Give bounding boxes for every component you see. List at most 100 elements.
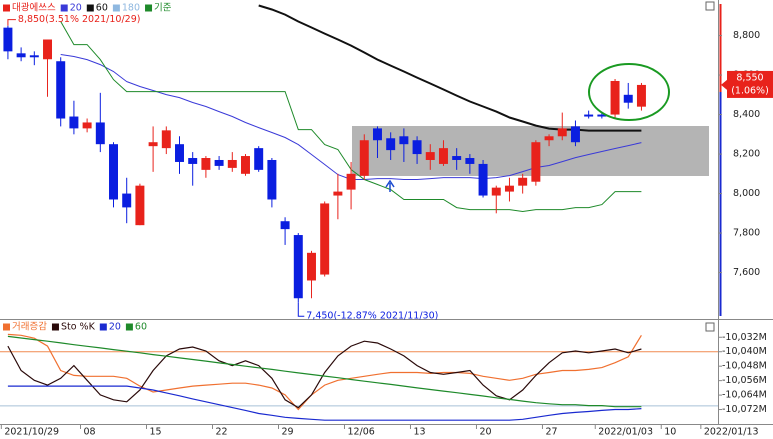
candle-body [623, 94, 633, 103]
legend-label: 기준 [154, 3, 172, 14]
candle-body [16, 53, 26, 58]
x-tick-label: 13 [413, 427, 425, 438]
candle-body [109, 144, 118, 200]
candle-body [478, 163, 488, 196]
annotation: 7,450(-12.87% 2021/11/30) [306, 311, 438, 322]
y-tick-label: 8,200 [733, 149, 760, 160]
y-tick-label: 8,800 [733, 30, 760, 41]
legend-swatch [86, 4, 94, 12]
signal-arrow [385, 179, 395, 192]
legend-label: 60 [135, 322, 147, 333]
legend-swatch [3, 323, 10, 331]
y-tick-label: -10,048M [722, 361, 767, 372]
last-price-label: 8,550 [736, 72, 763, 83]
legend-label: 180 [122, 3, 140, 14]
last-price-arrow [721, 79, 727, 90]
annotation-leader [7, 19, 16, 26]
candle-body [293, 235, 303, 299]
candle-body [491, 187, 501, 196]
candle-body [227, 159, 237, 168]
candle-body [518, 177, 528, 186]
candle-body [280, 221, 290, 230]
legend-swatch [125, 323, 133, 331]
legend-swatch [51, 323, 59, 331]
legend-swatch [3, 4, 10, 12]
highlight-ellipse [588, 63, 670, 121]
y-tick-label: -10,056M [722, 375, 767, 386]
last-price-box [727, 70, 773, 98]
x-tick-label: 22 [215, 427, 227, 438]
x-tick-label: 15 [150, 427, 162, 438]
x-tick-label: 2022/01/13 [704, 427, 759, 438]
candle-body [386, 138, 396, 151]
legend-label: 60 [96, 3, 108, 14]
legend-label: Sto %K [61, 322, 96, 333]
x-tick-label: 29 [281, 427, 293, 438]
y-tick-label: 8,000 [733, 188, 760, 199]
candle-body [425, 152, 435, 160]
candle-body [135, 185, 145, 226]
x-tick-label: 27 [545, 427, 557, 438]
candle-body [359, 140, 369, 176]
x-tick-label: 2021/10/29 [4, 427, 59, 438]
candle-body [597, 114, 607, 117]
candle-body [610, 80, 620, 115]
x-tick-label: 08 [84, 427, 96, 438]
y-tick-label: 7,800 [733, 228, 760, 239]
candle-body [372, 128, 382, 141]
candle-body [241, 156, 250, 174]
y-tick-label: -10,040M [722, 346, 767, 357]
candle-body [175, 144, 184, 162]
indicator-line [7, 333, 642, 411]
y-tick-label: -10,064M [722, 390, 767, 401]
candle-body [465, 158, 475, 164]
candle-body [43, 39, 53, 60]
candle-body [346, 173, 356, 190]
panel-button[interactable] [705, 1, 715, 11]
candle-body [438, 148, 448, 164]
x-tick-label: 2022/01/03 [598, 427, 653, 438]
candle-body [504, 185, 514, 192]
legend-swatch [60, 4, 68, 12]
annotation: 8,850(3.51% 2021/10/29) [18, 14, 141, 25]
candle-body [412, 140, 422, 155]
candle-body [333, 191, 343, 196]
legend-label: 대광에쓰스 [12, 2, 56, 14]
y-tick-label: 7,600 [733, 267, 760, 278]
candle-body [3, 27, 13, 52]
indicator-line [7, 385, 642, 421]
legend-label: 20 [109, 322, 121, 333]
plot-layer [0, 4, 718, 421]
y-tick-label: -10,072M [722, 404, 767, 415]
legend-swatch [145, 4, 153, 12]
x-tick-label: 10 [664, 427, 676, 438]
candle-body [531, 142, 541, 182]
x-tick-label: 20 [479, 427, 491, 438]
candle-body [82, 122, 92, 129]
legend-label: 거래증감 [12, 321, 47, 333]
candle-body [544, 136, 554, 141]
x-tick-label: 12/06 [347, 427, 374, 438]
candle-body [214, 159, 224, 166]
y-tick-label: -10,032M [722, 332, 767, 343]
legend-swatch [112, 4, 120, 12]
candle-body [267, 159, 277, 200]
candle-body [399, 136, 409, 145]
indicator-line [7, 335, 642, 408]
candle-body [320, 203, 330, 275]
candle-body [161, 130, 171, 149]
highlight-box [352, 126, 709, 176]
candle-body [201, 158, 211, 170]
y-tick-label: 8,400 [733, 109, 760, 120]
candle-body [148, 142, 158, 147]
panel-button[interactable] [705, 322, 715, 332]
candle-body [452, 156, 462, 160]
candle-body [56, 61, 66, 119]
candle-body [557, 128, 567, 137]
candle-body [584, 114, 594, 117]
legend-swatch [99, 323, 107, 331]
candle-body [570, 126, 580, 143]
